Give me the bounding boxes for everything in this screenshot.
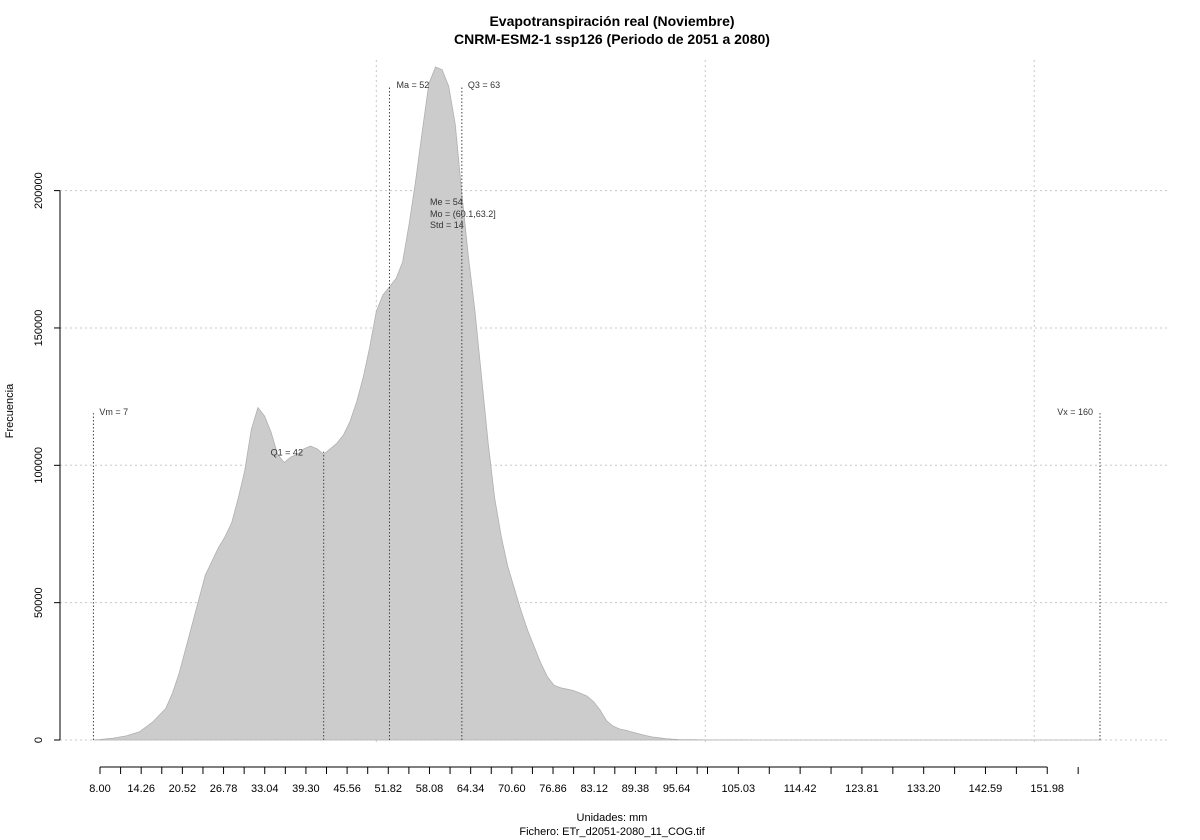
x-tick-label-20: 151.98 bbox=[1030, 783, 1064, 795]
stat-std: Std = 14 bbox=[430, 220, 464, 230]
x-tick-label-2: 20.52 bbox=[169, 783, 197, 795]
x-tick-label-3: 26.78 bbox=[210, 783, 238, 795]
y-tick-label-2: 100000 bbox=[33, 447, 45, 484]
x-axis: 8.00 14.26 20.52 26.78 33.04 39.30 45.56 51.82 5… bbox=[89, 766, 1079, 795]
annotation-ma-label: Ma = 52 bbox=[396, 80, 429, 90]
chart-subtitle: CNRM-ESM2-1 ssp126 (Periodo de 2051 a 20… bbox=[454, 31, 770, 47]
annotation-lines: Vm = 7 Q1 = 42 Ma = 52 Q3 = 63 Vx = 160 bbox=[92, 80, 1101, 740]
x-axis-label: Unidades: mm bbox=[577, 812, 648, 824]
footer-file: Fichero: ETr_d2051-2080_11_COG.tif bbox=[519, 826, 705, 838]
density-area bbox=[93, 66, 1100, 741]
x-tick-label-19: 142.59 bbox=[969, 783, 1003, 795]
x-tick-label-4: 33.04 bbox=[251, 783, 279, 795]
chart-title: Evapotranspiración real (Noviembre) bbox=[489, 13, 734, 29]
annotation-q1-label: Q1 = 42 bbox=[271, 448, 303, 458]
x-tick-label-11: 76.86 bbox=[539, 783, 567, 795]
y-tick-label-3: 150000 bbox=[33, 310, 45, 347]
x-tick-label-16: 114.42 bbox=[784, 783, 817, 795]
x-tick-label-6: 45.56 bbox=[333, 783, 361, 795]
annotation-vx-label: Vx = 160 bbox=[1057, 407, 1093, 417]
x-tick-label-14: 95.64 bbox=[663, 783, 691, 795]
stat-median: Me = 54 bbox=[430, 197, 463, 207]
x-tick-label-9: 64.34 bbox=[457, 783, 485, 795]
x-tick-label-13: 89.38 bbox=[622, 783, 650, 795]
x-tick-label-8: 58.08 bbox=[416, 783, 444, 795]
x-tick-label-18: 133.20 bbox=[907, 783, 941, 795]
y-axis-label: Frecuencia bbox=[4, 383, 16, 438]
x-tick-label-12: 83.12 bbox=[580, 783, 608, 795]
x-tick-label-0: 8.00 bbox=[89, 783, 110, 795]
y-tick-label-0: 0 bbox=[33, 737, 45, 743]
annotation-vm-label: Vm = 7 bbox=[99, 407, 128, 417]
x-tick-label-1: 14.26 bbox=[127, 783, 155, 795]
x-tick-label-10: 70.60 bbox=[498, 783, 526, 795]
y-axis: 0 50000 100000 150000 200000 bbox=[33, 172, 61, 743]
x-tick-label-17: 123.81 bbox=[845, 783, 879, 795]
y-tick-label-1: 50000 bbox=[33, 587, 45, 618]
plot-area bbox=[93, 66, 1100, 741]
x-tick-label-7: 51.82 bbox=[375, 783, 403, 795]
stat-mode: Mo = (60.1,63.2] bbox=[430, 209, 496, 219]
x-tick-label-15: 105.03 bbox=[722, 783, 756, 795]
y-tick-label-4: 200000 bbox=[33, 172, 45, 209]
annotation-q3-label: Q3 = 63 bbox=[468, 80, 500, 90]
x-tick-label-5: 39.30 bbox=[292, 783, 320, 795]
